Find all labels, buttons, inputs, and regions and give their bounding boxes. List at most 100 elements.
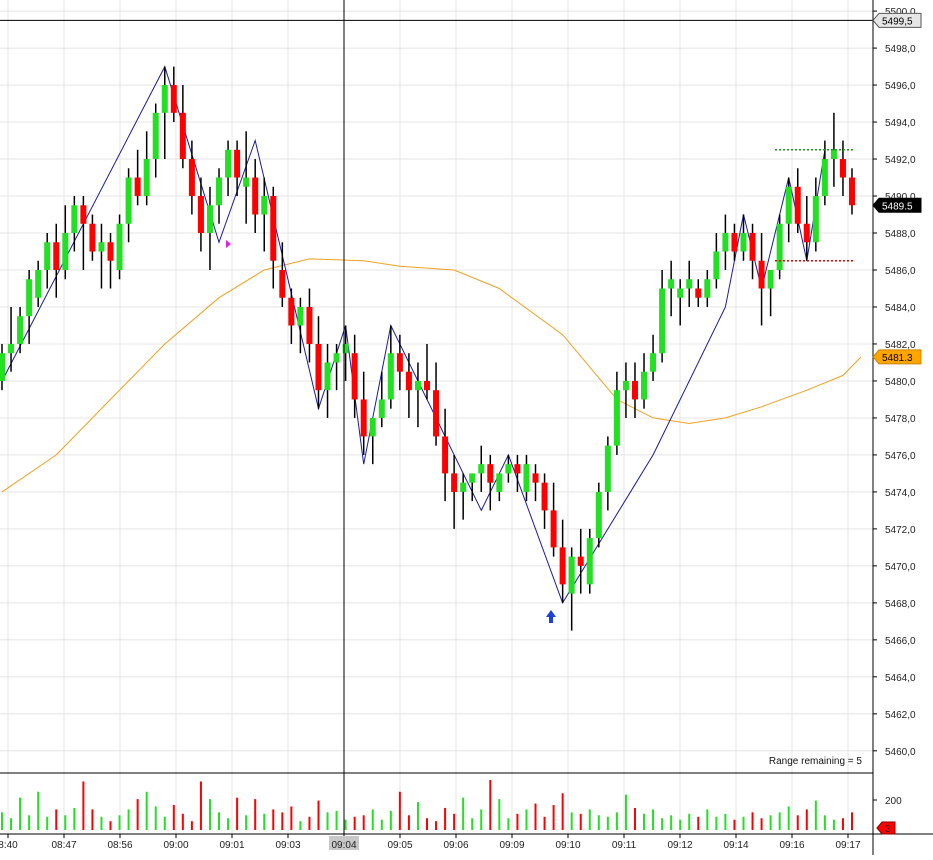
candle-body (125, 177, 132, 224)
candle-body (152, 112, 159, 160)
candle-body (170, 85, 177, 113)
candle (713, 233, 720, 289)
volume-tick-label: 200 (885, 796, 902, 807)
candle-body (206, 205, 213, 234)
candle-body (80, 205, 87, 224)
candle (8, 306, 15, 372)
price-tick-label: 5474,0 (885, 488, 916, 499)
candle-body (143, 159, 150, 197)
time-tick-label: 09:11 (612, 840, 637, 851)
candle-body (704, 279, 711, 298)
candle (821, 140, 828, 206)
candle-body (794, 186, 801, 224)
candle (98, 223, 105, 289)
price-tick-label: 5480,0 (885, 377, 916, 388)
candle (134, 149, 141, 206)
candle-body (478, 464, 485, 474)
candle (659, 269, 666, 363)
candle-body (577, 556, 584, 566)
candle (812, 177, 819, 252)
candle (776, 214, 783, 280)
candle (414, 362, 421, 428)
time-tick-label: 09:10 (555, 840, 580, 851)
volume-badge-label: 3 (885, 824, 891, 835)
price-tick-label: 5486,0 (885, 266, 916, 277)
candle-body (659, 288, 666, 354)
candle (478, 445, 485, 492)
candle-body (668, 279, 675, 289)
candle-body (830, 149, 837, 160)
candle-body (695, 288, 702, 298)
candle-body (523, 464, 530, 492)
candle-body (849, 177, 855, 206)
price-tick-label: 5496,0 (885, 81, 916, 92)
price-tag-label: 5489.5 (882, 201, 913, 212)
time-tick-label: 08:47 (51, 840, 76, 851)
candle (324, 343, 331, 418)
candle-body (505, 464, 512, 474)
candle-body (541, 482, 548, 511)
zigzag-layer (1, 65, 826, 605)
candle-body (396, 353, 403, 372)
candle-body (116, 223, 123, 270)
candle (622, 362, 629, 418)
candle (514, 454, 521, 492)
candle-body (315, 343, 322, 391)
candle (740, 214, 747, 261)
candle (469, 473, 476, 502)
buy-signal-arrow-icon (546, 610, 556, 623)
candle-body (812, 196, 819, 243)
time-tick-label: 8:40 (0, 840, 18, 851)
candle (62, 205, 69, 280)
candle-body (559, 547, 566, 585)
candle-body (288, 297, 295, 326)
candle (595, 482, 602, 548)
candle (424, 343, 430, 400)
candle (451, 454, 458, 529)
price-tick-label: 5498,0 (885, 44, 916, 55)
candle (794, 168, 801, 234)
price-tick-label: 5484,0 (885, 303, 916, 314)
candle-body (785, 186, 792, 224)
candle-body (487, 464, 494, 483)
range-remaining-label: Range remaining = 5 (769, 756, 863, 767)
price-tick-label: 5462,0 (885, 710, 916, 721)
candle-body (622, 380, 629, 391)
candle (433, 362, 440, 446)
candle (405, 353, 412, 418)
price-tag-label: 5481.3 (882, 353, 913, 364)
price-tick-label: 5492,0 (885, 155, 916, 166)
candle (261, 177, 268, 252)
price-tick-label: 5470,0 (885, 562, 916, 573)
time-highlight-box (329, 836, 359, 850)
candle-body (35, 269, 42, 298)
candle-body (297, 306, 304, 326)
price-tick-label: 5472,0 (885, 525, 916, 536)
price-tag-label: 5499,5 (882, 16, 913, 27)
candle-body (604, 445, 611, 492)
candle (839, 140, 846, 197)
candle (785, 177, 792, 243)
candle (505, 454, 512, 483)
candle-body (89, 223, 96, 252)
magenta-marker-icon (226, 240, 231, 248)
candle (604, 436, 611, 511)
candle-body (758, 260, 765, 289)
candle-body (161, 85, 168, 113)
candle (288, 288, 295, 344)
volume-badge: 3 (876, 821, 896, 835)
candle-body (460, 482, 467, 492)
candle (849, 168, 855, 215)
price-tags: 5499,5 5489.5 5481.3 (872, 12, 922, 365)
candle-body (17, 316, 24, 344)
candle (270, 186, 277, 289)
candle-body (677, 288, 684, 298)
price-tick-label: 5464,0 (885, 673, 916, 684)
candles (0, 66, 855, 631)
price-tag: 5499,5 (872, 12, 922, 28)
price-tick-label: 5460,0 (885, 747, 916, 758)
candle-body (351, 353, 358, 400)
